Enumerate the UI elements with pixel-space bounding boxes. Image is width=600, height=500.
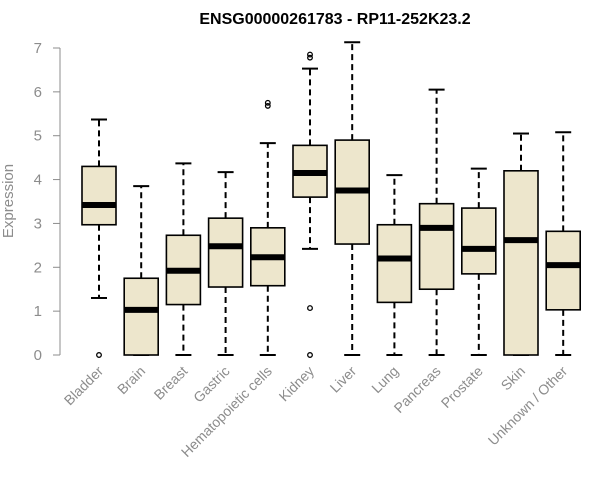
y-tick-label: 1 — [34, 303, 42, 320]
box-skin — [503, 132, 539, 356]
x-tick-label: Liver — [327, 363, 360, 396]
outlier-point — [307, 352, 313, 358]
box-unknown-other — [545, 131, 582, 356]
boxes-group — [81, 41, 582, 358]
y-tick-label: 4 — [34, 172, 42, 189]
x-tick-label: Pancreas — [391, 363, 444, 416]
y-tick-label: 6 — [34, 84, 42, 101]
iqr-box — [376, 223, 413, 304]
x-tick-label: Lung — [368, 363, 401, 396]
x-tick-label: Kidney — [276, 363, 318, 405]
y-tick-label: 5 — [34, 128, 42, 145]
iqr-box — [418, 202, 455, 291]
y-tick-label: 7 — [34, 40, 42, 57]
x-tick-label: Unknown / Other — [485, 363, 571, 449]
box-breast — [165, 162, 202, 356]
iqr-box — [460, 207, 497, 275]
outlier-point — [307, 54, 313, 61]
box-liver — [334, 41, 371, 356]
y-axis: 0 1 2 3 4 5 6 7 — [34, 40, 61, 364]
outlier-point — [307, 51, 313, 58]
iqr-box — [81, 165, 117, 226]
outlier-point — [264, 99, 271, 106]
outlier-point — [307, 305, 313, 312]
box-pancreas — [418, 88, 455, 356]
iqr-box — [207, 217, 244, 288]
box-bladder — [81, 118, 117, 358]
box-kidney — [292, 51, 328, 358]
y-tick-label: 0 — [34, 347, 42, 364]
box-lung — [376, 174, 413, 356]
box-gastric — [207, 171, 244, 356]
outlier-point — [264, 102, 271, 109]
iqr-box — [503, 170, 539, 356]
x-tick-label: Bladder — [61, 363, 107, 409]
x-tick-label: Prostate — [438, 363, 486, 411]
outlier-point — [96, 352, 102, 358]
y-axis-label: Expression — [0, 164, 17, 238]
y-tick-label: 2 — [34, 259, 42, 276]
x-tick-label: Skin — [498, 363, 529, 394]
box-hematopoietic-cells — [250, 99, 286, 356]
y-tick-label: 3 — [34, 215, 42, 232]
iqr-box — [545, 230, 582, 311]
box-brain — [123, 185, 159, 356]
chart-title: ENSG00000261783 - RP11-252K23.2 — [199, 11, 470, 28]
x-tick-label: Brain — [114, 363, 148, 397]
box-prostate — [460, 167, 497, 356]
x-tick-label: Breast — [151, 363, 191, 403]
iqr-box — [123, 277, 159, 356]
